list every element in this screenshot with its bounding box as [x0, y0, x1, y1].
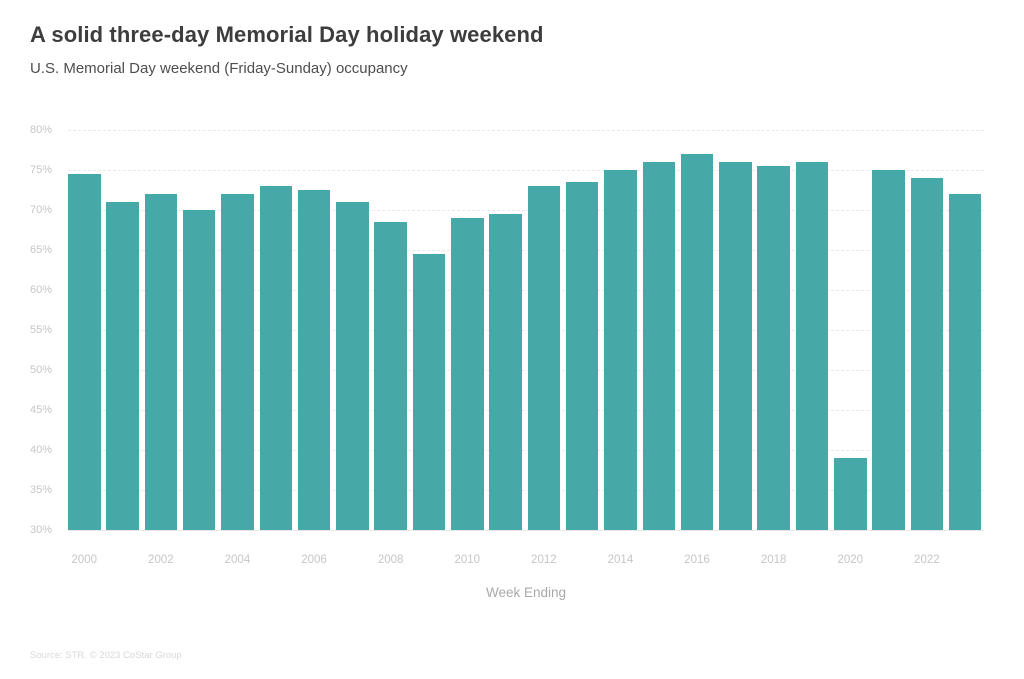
bar-2006 [297, 190, 331, 530]
plot-area [68, 130, 984, 531]
x-tick-label-2008: 2008 [377, 554, 404, 566]
y-tick-label-60: 60% [29, 284, 52, 296]
grid-line-55 [68, 330, 984, 331]
bar-2009 [412, 254, 446, 530]
bar-2007 [336, 202, 369, 530]
bar-2015 [642, 162, 675, 530]
bar-2021 [872, 170, 905, 530]
chart-subtitle: U.S. Memorial Day weekend (Friday-Sunday… [30, 60, 408, 77]
bar-2019 [795, 162, 829, 530]
grid-line-35 [68, 490, 984, 491]
grid-line-30 [68, 530, 984, 531]
y-tick-label-80: 80% [29, 124, 52, 136]
grid-line-65 [68, 250, 984, 251]
source-note: Source: STR. © 2023 CoStar Group [30, 650, 182, 661]
bar-2020 [834, 458, 867, 530]
x-tick-label-2006: 2006 [301, 554, 327, 566]
bar-2023 [948, 194, 982, 530]
bar-2022 [910, 178, 944, 530]
x-tick-label-2016: 2016 [684, 554, 710, 566]
y-tick-label-35: 35% [29, 484, 52, 496]
x-tick-label-2020: 2020 [837, 554, 864, 566]
grid-line-40 [68, 450, 984, 451]
y-tick-label-65: 65% [29, 244, 52, 256]
grid-line-75 [68, 170, 984, 171]
bar-2013 [565, 182, 599, 530]
bar-2004 [221, 194, 254, 530]
bar-2011 [489, 214, 522, 530]
y-tick-label-40: 40% [29, 444, 52, 456]
y-tick-label-45: 45% [29, 404, 52, 416]
bar-2001 [106, 202, 139, 530]
x-tick-label-2014: 2014 [607, 554, 634, 566]
bar-2018 [757, 166, 790, 530]
grid-line-50 [68, 370, 984, 371]
x-tick-label-2000: 2000 [71, 554, 98, 566]
grid-line-60 [68, 290, 984, 291]
bar-2005 [259, 186, 292, 530]
x-tick-label-2022: 2022 [914, 554, 940, 566]
bar-2010 [451, 218, 484, 530]
grid-line-45 [68, 410, 984, 411]
bar-2002 [144, 194, 178, 530]
y-tick-label-30: 30% [29, 524, 52, 536]
chart-title: A solid three-day Memorial Day holiday w… [30, 22, 544, 47]
y-tick-label-55: 55% [29, 324, 52, 336]
bar-2014 [604, 170, 637, 530]
bar-2012 [527, 186, 561, 530]
x-tick-label-2012: 2012 [531, 554, 557, 566]
bar-2016 [680, 154, 714, 530]
bar-2000 [68, 174, 101, 530]
x-tick-label-2010: 2010 [454, 554, 481, 566]
bar-2003 [182, 210, 216, 530]
y-tick-label-70: 70% [29, 204, 52, 216]
x-tick-label-2004: 2004 [224, 554, 251, 566]
grid-line-70 [68, 210, 984, 211]
bar-2017 [719, 162, 752, 530]
y-tick-label-50: 50% [29, 364, 52, 376]
x-tick-label-2002: 2002 [148, 554, 174, 566]
bar-2008 [374, 222, 407, 530]
grid-line-80 [68, 130, 984, 131]
x-axis-title: Week Ending [485, 585, 567, 600]
y-tick-label-75: 75% [29, 164, 52, 176]
x-tick-label-2018: 2018 [760, 554, 787, 566]
